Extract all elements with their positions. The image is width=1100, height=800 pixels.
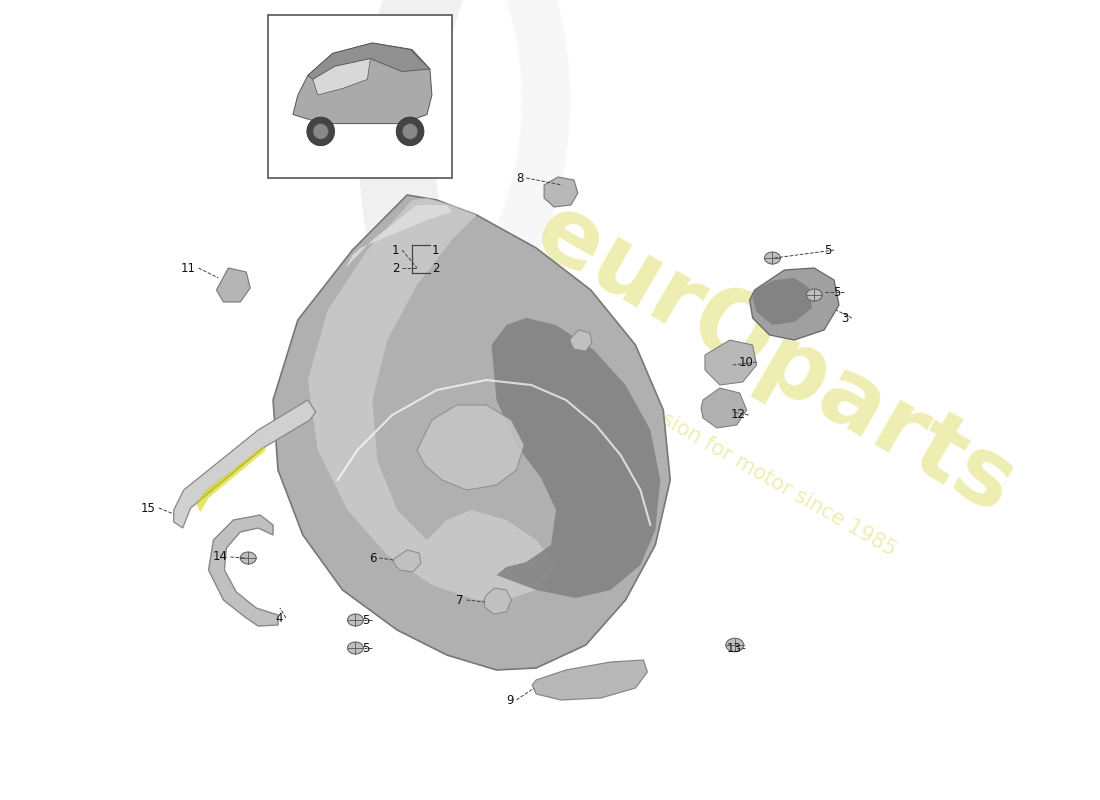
Polygon shape bbox=[217, 268, 250, 302]
Text: 6: 6 bbox=[368, 551, 376, 565]
Ellipse shape bbox=[348, 614, 363, 626]
Text: 5: 5 bbox=[824, 243, 832, 257]
Text: 5: 5 bbox=[834, 286, 842, 298]
Text: 11: 11 bbox=[180, 262, 196, 274]
Text: 8: 8 bbox=[516, 171, 524, 185]
Polygon shape bbox=[417, 405, 525, 490]
Text: 5: 5 bbox=[362, 614, 370, 626]
Text: 3: 3 bbox=[842, 311, 849, 325]
Polygon shape bbox=[752, 278, 812, 325]
Ellipse shape bbox=[806, 289, 822, 301]
Text: a passion for motor since 1985: a passion for motor since 1985 bbox=[609, 380, 900, 560]
Text: 1: 1 bbox=[432, 243, 439, 257]
Bar bbox=[268, 15, 452, 178]
Polygon shape bbox=[532, 660, 648, 700]
Text: 2: 2 bbox=[392, 262, 399, 274]
Polygon shape bbox=[544, 177, 578, 207]
Ellipse shape bbox=[314, 123, 329, 139]
Polygon shape bbox=[273, 195, 670, 670]
Polygon shape bbox=[209, 515, 278, 626]
Text: 14: 14 bbox=[212, 550, 228, 563]
Polygon shape bbox=[749, 268, 839, 340]
Ellipse shape bbox=[240, 552, 256, 564]
Text: 13: 13 bbox=[727, 642, 741, 654]
Text: eurOparts: eurOparts bbox=[519, 186, 1031, 534]
Ellipse shape bbox=[403, 123, 418, 139]
Ellipse shape bbox=[348, 642, 363, 654]
Text: 7: 7 bbox=[456, 594, 464, 606]
Polygon shape bbox=[492, 318, 660, 598]
Polygon shape bbox=[393, 550, 421, 572]
Text: 5: 5 bbox=[362, 642, 370, 654]
Polygon shape bbox=[293, 43, 432, 123]
Polygon shape bbox=[174, 400, 316, 528]
Ellipse shape bbox=[764, 252, 780, 264]
Ellipse shape bbox=[307, 117, 334, 146]
Polygon shape bbox=[705, 340, 757, 385]
Ellipse shape bbox=[726, 638, 744, 652]
Polygon shape bbox=[308, 43, 430, 79]
Polygon shape bbox=[570, 330, 592, 351]
Polygon shape bbox=[308, 198, 556, 600]
Polygon shape bbox=[345, 205, 452, 268]
Text: 4: 4 bbox=[275, 611, 283, 625]
Polygon shape bbox=[197, 446, 266, 512]
Polygon shape bbox=[484, 588, 512, 614]
Text: 1: 1 bbox=[392, 243, 399, 257]
Text: 2: 2 bbox=[432, 262, 439, 274]
Polygon shape bbox=[312, 58, 371, 95]
Text: 12: 12 bbox=[730, 409, 746, 422]
Text: 9: 9 bbox=[506, 694, 514, 706]
Polygon shape bbox=[701, 388, 747, 428]
Text: 10: 10 bbox=[739, 355, 754, 369]
Ellipse shape bbox=[396, 117, 424, 146]
Text: 15: 15 bbox=[141, 502, 156, 514]
